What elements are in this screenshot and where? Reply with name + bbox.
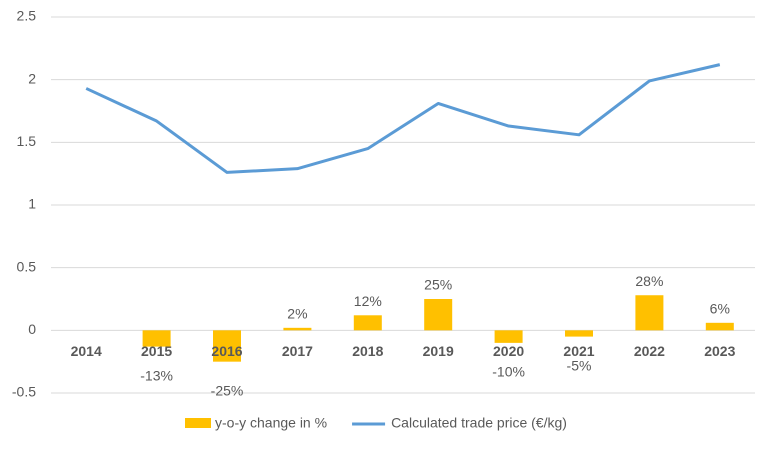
bar [424, 299, 453, 331]
x-tick-label: 2022 [634, 343, 665, 359]
legend-swatch [185, 418, 211, 428]
y-tick-label: 2 [28, 70, 36, 86]
bar [283, 327, 312, 331]
x-tick-label: 2023 [704, 343, 735, 359]
x-tick-label: 2019 [423, 343, 454, 359]
x-tick-label: 2016 [211, 343, 242, 359]
y-tick-label: 0 [28, 321, 36, 337]
data-label: 28% [635, 273, 663, 289]
x-tick-label: 2017 [282, 343, 313, 359]
data-label: 12% [354, 293, 382, 309]
y-tick-label: 1 [28, 196, 36, 212]
data-label: 6% [710, 301, 730, 317]
bar [635, 295, 664, 331]
data-label: 25% [424, 277, 452, 293]
x-tick-label: 2018 [352, 343, 383, 359]
x-tick-label: 2014 [71, 343, 102, 359]
x-tick-label: 2020 [493, 343, 524, 359]
legend-label: y-o-y change in % [215, 415, 327, 431]
y-tick-label: 2.5 [17, 8, 37, 24]
line [85, 63, 721, 174]
x-tick-label: 2021 [563, 343, 594, 359]
bar [705, 322, 734, 331]
data-label: -13% [140, 367, 173, 383]
bar [213, 330, 241, 362]
bar [142, 330, 171, 347]
y-tick-label: -0.5 [12, 384, 36, 400]
y-tick-label: 1.5 [17, 133, 37, 149]
data-label: -5% [567, 357, 592, 373]
data-label: -25% [211, 382, 244, 398]
bar [353, 315, 382, 331]
legend-label: Calculated trade price (€/kg) [391, 415, 567, 431]
bar [565, 330, 593, 337]
x-tick-label: 2015 [141, 343, 172, 359]
y-tick-label: 0.5 [17, 258, 37, 274]
data-label: 2% [287, 306, 307, 322]
data-label: -10% [492, 364, 525, 380]
bar [494, 330, 523, 343]
